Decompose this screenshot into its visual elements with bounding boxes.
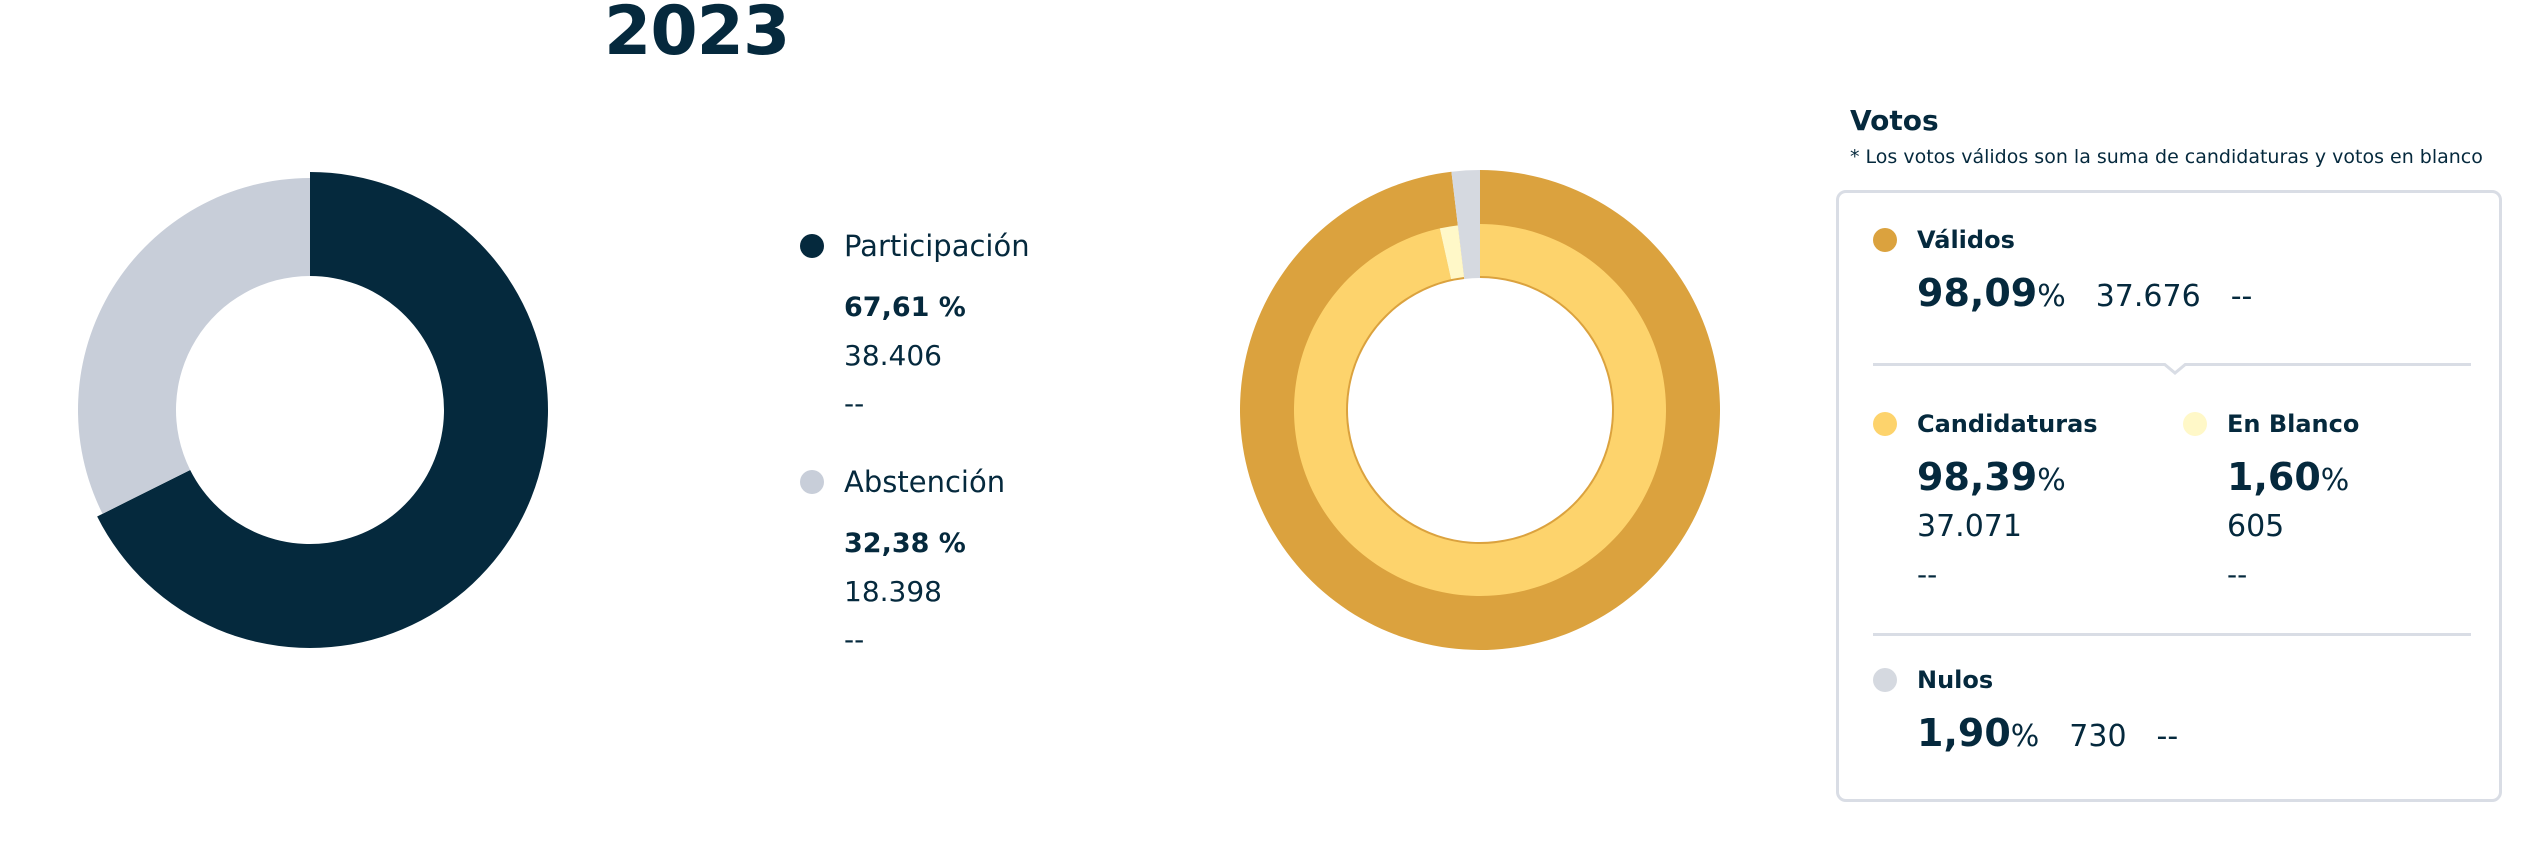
slice-en-blanco bbox=[1439, 225, 1465, 280]
legend-count: 38.406 bbox=[844, 339, 942, 372]
slice-abstencion bbox=[77, 178, 310, 514]
legend-label: Participación bbox=[844, 229, 1030, 263]
legend-extra: -- bbox=[844, 387, 865, 420]
nulos-extra: -- bbox=[2156, 719, 2179, 754]
candidaturas-count: 37.071 bbox=[1917, 509, 2022, 544]
year-heading: 2023 bbox=[604, 0, 790, 71]
candidaturas-extra: -- bbox=[1917, 558, 1938, 591]
en-blanco-count: 605 bbox=[2227, 509, 2285, 544]
validos-count: 37.676 bbox=[2095, 279, 2201, 314]
legend-percentage: 67,61 % bbox=[844, 292, 966, 323]
legend-item-abstencion: Abstención 32,38 % 18.398 -- bbox=[800, 464, 1030, 658]
candidaturas-label: Candidaturas bbox=[1917, 410, 2098, 438]
validos-dot-icon bbox=[1873, 228, 1897, 252]
participation-donut-chart bbox=[77, 172, 548, 648]
slice-participacion bbox=[97, 172, 548, 648]
participation-legend: Participación 67,61 % 38.406 -- Abstenci… bbox=[800, 228, 1030, 658]
legend-count: 18.398 bbox=[844, 575, 942, 608]
slice-nulos bbox=[1451, 170, 1480, 279]
nulos-section: Nulos 1,90% 730 -- bbox=[1873, 665, 2178, 755]
votos-title: Votos bbox=[1850, 104, 1939, 137]
nulos-dot-icon bbox=[1873, 668, 1897, 692]
candidaturas-section: Candidaturas 98,39% 37.071 -- bbox=[1873, 409, 2098, 593]
divider-caret-icon bbox=[2163, 363, 2187, 375]
en-blanco-section: En Blanco 1,60% 605 -- bbox=[2183, 409, 2359, 593]
section-divider bbox=[1873, 633, 2471, 636]
votos-note: * Los votos válidos son la suma de candi… bbox=[1850, 146, 2483, 168]
votes-breakdown-card: Válidos 98,09% 37.676 -- Candidaturas 98… bbox=[1836, 190, 2502, 802]
abstencion-dot-icon bbox=[800, 470, 824, 494]
en-blanco-label: En Blanco bbox=[2227, 410, 2360, 438]
nulos-count: 730 bbox=[2069, 719, 2127, 754]
en-blanco-extra: -- bbox=[2227, 558, 2248, 591]
legend-percentage: 32,38 % bbox=[844, 528, 966, 559]
en-blanco-percentage: 1,60% bbox=[2227, 455, 2350, 499]
participacion-dot-icon bbox=[800, 234, 824, 258]
slice-candidaturas bbox=[1294, 224, 1666, 596]
validos-section: Válidos 98,09% 37.676 -- bbox=[1873, 225, 2252, 315]
legend-label: Abstención bbox=[844, 465, 1006, 499]
legend-item-participacion: Participación 67,61 % 38.406 -- bbox=[800, 228, 1030, 422]
validos-extra: -- bbox=[2230, 279, 2253, 314]
candidaturas-dot-icon bbox=[1873, 412, 1897, 436]
en-blanco-dot-icon bbox=[2183, 412, 2207, 436]
legend-extra: -- bbox=[844, 623, 865, 656]
candidaturas-percentage: 98,39% bbox=[1917, 455, 2066, 499]
nulos-percentage: 1,90% bbox=[1917, 711, 2040, 755]
votes-donut-chart bbox=[1240, 170, 1720, 650]
nulos-label: Nulos bbox=[1917, 666, 1994, 694]
validos-label: Válidos bbox=[1917, 226, 2015, 254]
validos-percentage: 98,09% bbox=[1917, 271, 2066, 315]
